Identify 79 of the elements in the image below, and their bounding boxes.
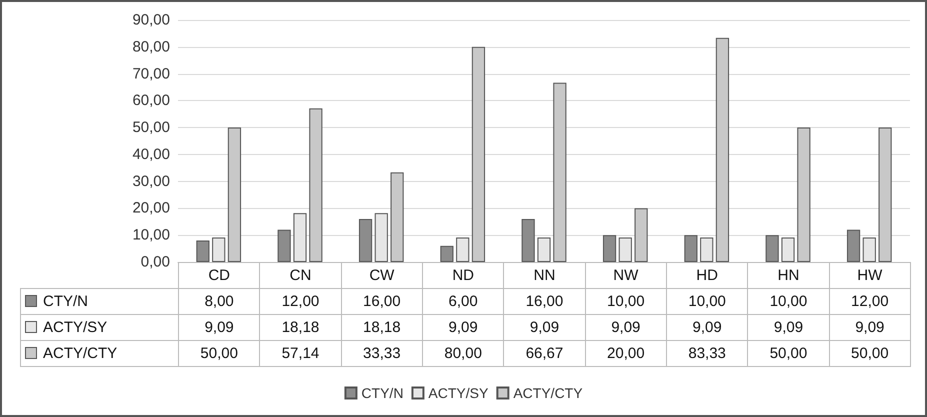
y-tick-label: 0,00 — [140, 254, 170, 270]
data-label: 9,09 — [422, 314, 504, 340]
legend-label: ACTY/SY — [43, 319, 108, 336]
legend-label: ACTY/CTY — [513, 385, 584, 401]
y-tick-label: 60,00 — [132, 92, 170, 110]
bar — [537, 238, 551, 262]
data-label: 66,67 — [504, 340, 586, 366]
bar — [293, 213, 307, 262]
text: ACTY/SY — [428, 385, 488, 401]
bar — [634, 208, 648, 262]
data-label: 33,33 — [341, 340, 422, 366]
bar — [700, 238, 714, 262]
y-tick-label: 90,00 — [132, 12, 170, 28]
data-label: 8,00 — [178, 288, 260, 314]
y-tick-label: 70,00 — [132, 65, 170, 82]
data-label: 57,14 — [260, 340, 342, 366]
data-label: 18,18 — [341, 314, 422, 340]
data-label: 9,09 — [666, 314, 748, 340]
data-label: 12,00 — [260, 288, 342, 314]
data-label: 16,00 — [341, 288, 422, 314]
bar — [797, 128, 810, 262]
bar — [781, 238, 795, 262]
x-tick-label: HD — [666, 262, 748, 288]
data-label: 10,00 — [585, 288, 666, 314]
x-tick-label: CW — [341, 262, 422, 288]
bar — [472, 46, 486, 262]
x-tick-label: NW — [585, 262, 666, 288]
data-label: 50,00 — [178, 340, 260, 366]
data-label: 50,00 — [829, 340, 910, 366]
data-label: 80,00 — [422, 340, 504, 366]
y-tick-label: 20,00 — [132, 200, 170, 217]
y-tick-label: 10,00 — [132, 226, 170, 244]
bar — [602, 235, 616, 262]
text: ACTY/CTY — [43, 345, 118, 362]
data-label: 9,09 — [178, 314, 260, 340]
bar — [278, 230, 291, 262]
data-label: 9,09 — [585, 314, 666, 340]
y-tick-label: 30,00 — [132, 172, 170, 190]
bar — [196, 240, 210, 262]
x-tick-label: HW — [829, 262, 910, 288]
y-tick-label: 40,00 — [132, 146, 170, 163]
data-label: 20,00 — [585, 340, 666, 366]
data-label: 83,33 — [666, 340, 748, 366]
bar — [390, 172, 404, 262]
bar — [212, 238, 226, 262]
x-tick-label: CD — [178, 262, 260, 288]
bar — [309, 108, 322, 262]
data-label: 6,00 — [422, 288, 504, 314]
bar — [684, 235, 698, 262]
bar — [862, 238, 876, 262]
data-label: 10,00 — [748, 288, 830, 314]
bar — [618, 238, 632, 262]
bar — [456, 238, 470, 262]
data-label: 50,00 — [748, 340, 830, 366]
x-tick-label: NN — [504, 262, 586, 288]
data-label: 10,00 — [666, 288, 748, 314]
bar — [228, 128, 242, 262]
data-label: 9,09 — [829, 314, 910, 340]
bar — [440, 246, 454, 262]
y-tick-label: 50,00 — [132, 119, 170, 136]
bar — [878, 128, 892, 262]
bar — [716, 38, 730, 262]
data-label: 16,00 — [504, 288, 586, 314]
x-tick-label: ND — [422, 262, 504, 288]
x-tick-label: CN — [260, 262, 342, 288]
data-label: 9,09 — [748, 314, 830, 340]
data-label: 9,09 — [504, 314, 586, 340]
bar — [522, 218, 535, 262]
bar — [846, 230, 860, 262]
bar — [766, 235, 779, 262]
y-tick-label: 80,00 — [132, 38, 170, 56]
data-label: 12,00 — [829, 288, 910, 314]
data-label: 18,18 — [260, 314, 342, 340]
legend-label: CTY/N — [43, 293, 88, 310]
x-tick-label: HN — [748, 262, 830, 288]
bar — [553, 82, 566, 262]
bar — [358, 218, 372, 262]
text: CTY/N — [361, 385, 404, 401]
bar — [374, 213, 388, 262]
